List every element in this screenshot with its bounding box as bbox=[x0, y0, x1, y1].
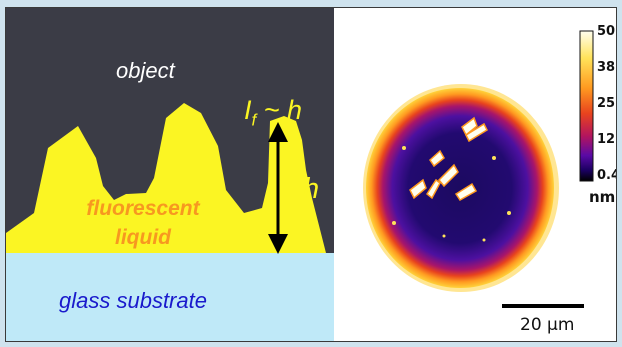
liquid-label-line2: liquid bbox=[115, 226, 171, 249]
glass-substrate-region bbox=[6, 253, 334, 341]
colorbar-tick-5: 0.4 bbox=[597, 168, 616, 183]
feature-6 bbox=[409, 178, 427, 200]
height-arrow-bottom bbox=[268, 234, 288, 254]
object-label: object bbox=[116, 58, 175, 83]
scale-bar-label: 20 µm bbox=[520, 315, 575, 335]
height-map-image bbox=[363, 30, 594, 308]
feature-3 bbox=[429, 149, 445, 168]
formula-subscript: f bbox=[251, 110, 257, 130]
colorbar-tick-4: 12.9 bbox=[597, 132, 616, 147]
feature-7 bbox=[426, 178, 441, 200]
formula-rest: ~ h bbox=[256, 95, 303, 125]
height-arrow-top bbox=[268, 122, 288, 142]
height-map-panel: 50.6 38.0 25.5 12.9 0.4 nm 20 µm bbox=[334, 8, 616, 341]
colorbar bbox=[579, 30, 594, 182]
particle-disk bbox=[366, 88, 554, 288]
colorbar-tick-3: 25.5 bbox=[597, 96, 616, 111]
figure-frame: object If ~ h h fluorescent liquid glass… bbox=[5, 7, 617, 342]
formula-i: I bbox=[244, 95, 252, 125]
fluorescent-liquid-region bbox=[6, 103, 326, 253]
feature-2 bbox=[465, 122, 488, 143]
fluorescent-liquid-label: fluorescent liquid bbox=[58, 194, 228, 252]
colorbar-tick-1: 50.6 bbox=[597, 24, 616, 39]
bright-features bbox=[409, 116, 488, 201]
feature-5 bbox=[454, 182, 478, 201]
glass-substrate-label: glass substrate bbox=[59, 288, 207, 313]
colorbar-unit: nm bbox=[589, 188, 616, 206]
liquid-label-line1: fluorescent bbox=[86, 197, 200, 220]
feature-4 bbox=[437, 163, 459, 188]
colorbar-tick-2: 38.0 bbox=[597, 60, 616, 75]
feature-1 bbox=[461, 116, 478, 137]
schematic-panel: object If ~ h h fluorescent liquid glass… bbox=[6, 8, 334, 341]
schematic-drawing bbox=[6, 8, 334, 341]
intensity-formula: If ~ h bbox=[244, 95, 302, 130]
height-label: h bbox=[303, 173, 320, 205]
noise-speckles bbox=[392, 146, 511, 242]
